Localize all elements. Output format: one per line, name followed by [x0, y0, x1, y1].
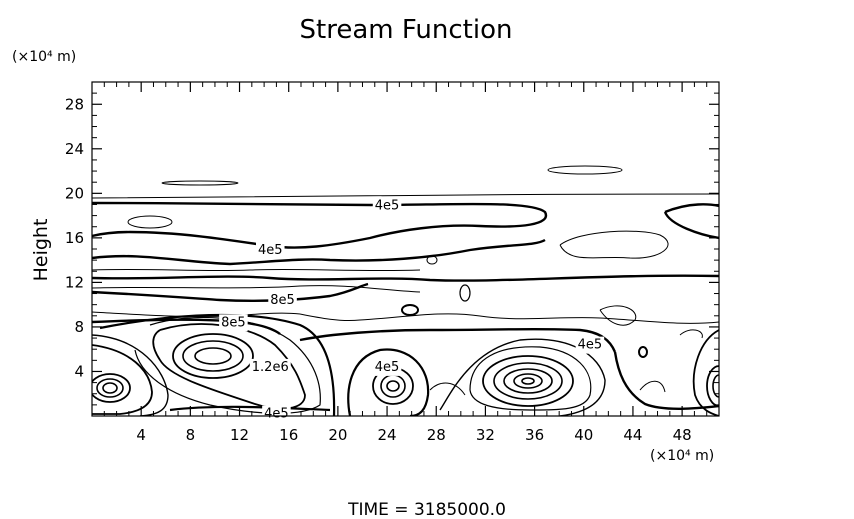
y-tick-label: 20	[65, 184, 84, 202]
contour-line	[96, 378, 124, 398]
x-tick-label: 36	[525, 426, 544, 444]
contour-label-bg	[255, 242, 285, 259]
y-unit-label: (×10⁴ m)	[12, 49, 76, 65]
x-tick-label: 40	[574, 426, 593, 444]
x-tick-label: 20	[328, 426, 347, 444]
contour-line	[92, 238, 546, 266]
contour-line	[559, 230, 669, 259]
contour-line	[663, 211, 719, 240]
contour-line	[182, 340, 244, 372]
x-tick-label: 8	[186, 426, 196, 444]
y-axis-label: Height	[30, 219, 52, 282]
contour-line	[679, 329, 703, 339]
contour-line	[638, 346, 648, 358]
y-tick-label: 8	[74, 318, 84, 336]
contour-line	[172, 333, 254, 379]
contour-label: 4e5	[375, 198, 400, 213]
contour-line	[92, 344, 153, 415]
contour-label: 4e5	[258, 243, 283, 258]
contour-line	[493, 362, 563, 400]
contour-line	[639, 380, 666, 393]
contour-line	[469, 346, 592, 411]
x-tick-label: 4	[136, 426, 146, 444]
contour-label-bg	[372, 358, 402, 376]
y-tick-label: 12	[65, 273, 84, 291]
contour-label: 4e5	[578, 338, 603, 353]
contour-line	[299, 313, 719, 324]
x-tick-label: 24	[378, 426, 397, 444]
contour-label: 4e5	[375, 360, 400, 375]
contour-line	[426, 255, 438, 265]
contour-line	[482, 355, 574, 407]
chart-title: Stream Function	[300, 15, 513, 45]
plot-frame	[91, 81, 720, 417]
y-tick-label: 24	[65, 140, 84, 158]
y-tick-label: 28	[65, 95, 84, 113]
contour-line	[503, 368, 553, 394]
contour-line	[127, 215, 173, 229]
contour-line	[386, 380, 400, 392]
x-tick-label: 16	[279, 426, 298, 444]
contour-line	[439, 338, 606, 416]
x-unit-label: (×10⁴ m)	[650, 448, 714, 464]
contour-line	[613, 351, 719, 410]
contour-line	[92, 193, 719, 199]
x-tick-label: 32	[476, 426, 495, 444]
x-tick-label: 48	[673, 426, 692, 444]
contour-line	[521, 377, 535, 385]
contour-line	[692, 329, 719, 416]
contour-line	[380, 374, 406, 398]
contour-label: 4e5	[264, 407, 289, 422]
contour-label-bg	[249, 358, 291, 376]
contour-line	[92, 201, 548, 249]
contour-line	[194, 347, 232, 365]
x-tick-label: 44	[623, 426, 642, 444]
contour-label-bg	[262, 405, 291, 423]
contour-line	[99, 313, 336, 416]
x-tick-label: 12	[230, 426, 249, 444]
contour-line	[459, 284, 471, 302]
contour-label-bg	[372, 197, 402, 215]
contour-line	[299, 327, 617, 353]
contour-line	[102, 382, 118, 394]
contour-line	[92, 268, 421, 272]
contour-label: 8e5	[270, 293, 295, 308]
contour-line	[599, 305, 637, 326]
x-tick-label: 28	[427, 426, 446, 444]
contour-label-bg	[575, 336, 605, 354]
contour-line	[401, 304, 419, 316]
contour-line	[547, 165, 623, 175]
contour-line	[92, 285, 421, 293]
contour-line	[706, 365, 719, 407]
y-tick-label: 4	[74, 362, 84, 380]
contour-label: 8e5	[221, 315, 246, 330]
contour-line	[429, 382, 466, 396]
contour-label: 1.2e6	[252, 360, 289, 375]
contour-line	[712, 374, 719, 398]
contour-label-bg	[268, 292, 297, 310]
contour-line	[92, 334, 169, 416]
contour-line	[92, 282, 369, 302]
contour-line	[161, 180, 239, 186]
contour-line	[92, 274, 719, 282]
contour-line	[513, 373, 543, 389]
contour-line	[169, 405, 331, 412]
contour-line	[92, 373, 131, 403]
contour-label-bg	[219, 314, 248, 332]
contour-lines	[92, 165, 719, 416]
contour-line	[664, 203, 719, 214]
contour-line	[347, 348, 430, 416]
time-label: TIME = 3185000.0	[347, 500, 506, 519]
contour-labels: 4e5 4e5 8e5 8e5 1.2e6 4e5 4e5 4e5	[219, 197, 605, 423]
y-tick-label: 16	[65, 229, 84, 247]
